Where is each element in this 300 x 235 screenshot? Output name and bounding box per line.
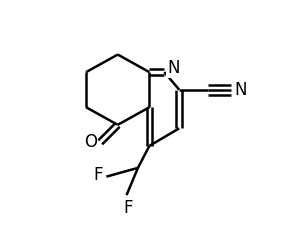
Text: O: O bbox=[84, 133, 97, 151]
Text: N: N bbox=[168, 59, 180, 77]
Text: F: F bbox=[93, 166, 103, 184]
Text: N: N bbox=[235, 81, 247, 99]
Text: F: F bbox=[124, 200, 133, 217]
